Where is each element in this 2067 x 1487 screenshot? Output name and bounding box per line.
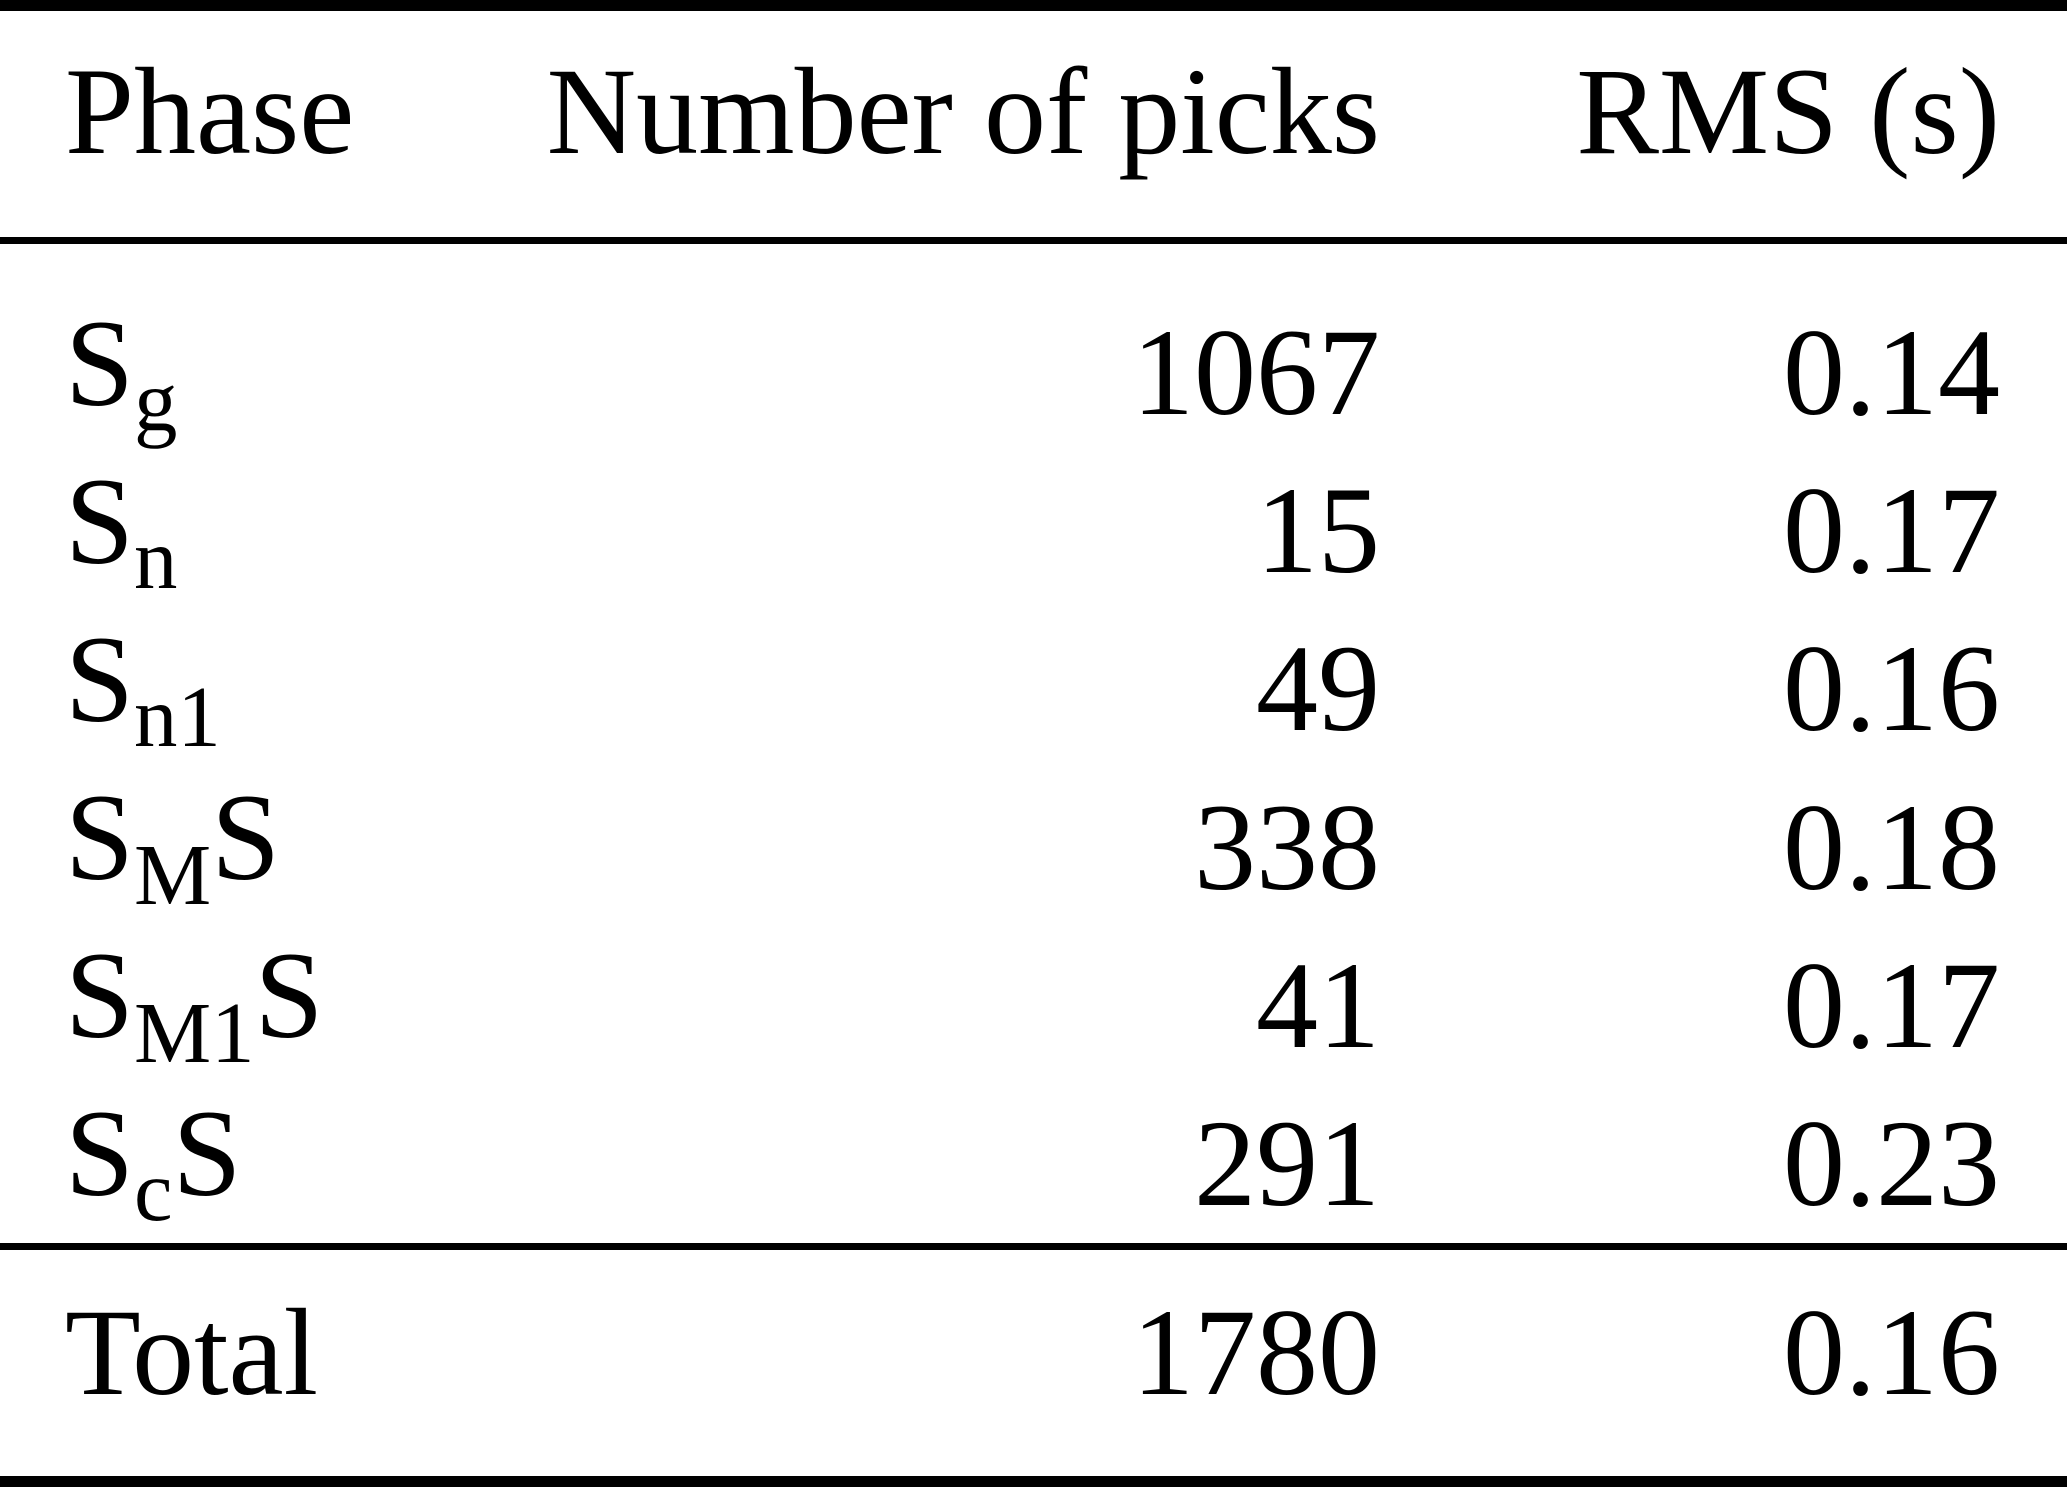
column-header-phase: Phase — [65, 43, 355, 180]
column-header-rms: RMS (s) — [1576, 43, 2000, 180]
phase-tail: S — [211, 769, 281, 907]
picks-cell: 49 — [1256, 620, 1380, 758]
picks-cell: 291 — [1194, 1094, 1380, 1232]
phase-cell: Sn1 — [0, 617, 460, 761]
phase-subscript: n1 — [133, 669, 221, 766]
table-row-sm1s: SM1S 41 0.17 — [0, 927, 2067, 1085]
total-label-cell: Total — [65, 1284, 319, 1421]
table-row-scs: ScS 291 0.23 — [0, 1085, 2067, 1243]
phase-subscript: n — [133, 510, 178, 607]
table-header-rule — [0, 237, 2067, 244]
rms-cell: 0.17 — [1783, 936, 2000, 1074]
rms-cell: 0.18 — [1783, 778, 2000, 916]
rms-cell: 0.16 — [1783, 620, 2000, 758]
table-row-sg: Sg 1067 0.14 — [0, 294, 2067, 452]
table-total-rule — [0, 1243, 2067, 1250]
phase-cell: Sg — [0, 301, 460, 445]
phase-subscript: M1 — [133, 985, 255, 1082]
phase-main: S — [65, 927, 134, 1065]
column-header-number-of-picks: Number of picks — [546, 43, 1380, 180]
phase-cell: Sn — [0, 459, 460, 603]
phase-tail: S — [254, 927, 324, 1065]
table-bottom-rule — [0, 1476, 2067, 1487]
picks-cell: 41 — [1256, 936, 1380, 1074]
phase-cell: SM1S — [0, 934, 460, 1077]
table-row-sn: Sn 15 0.17 — [0, 452, 2067, 610]
table-row-sms: SMS 338 0.18 — [0, 769, 2067, 927]
table-header-row: Phase Number of picks RMS (s) — [0, 11, 2067, 237]
table-top-rule — [0, 0, 2067, 11]
total-picks-cell: 1780 — [1132, 1284, 1380, 1421]
phase-cell: ScS — [0, 1092, 460, 1235]
rms-cell: 0.17 — [1783, 462, 2000, 600]
picks-cell: 338 — [1194, 778, 1380, 916]
picks-cell: 15 — [1256, 462, 1380, 600]
phase-tail: S — [172, 1085, 242, 1223]
picks-cell: 1067 — [1132, 304, 1380, 442]
phase-main: S — [65, 769, 134, 907]
table-row-sn1: Sn1 49 0.16 — [0, 610, 2067, 768]
phase-main: S — [65, 452, 134, 590]
phase-subscript: g — [133, 352, 178, 449]
phase-subscript: c — [133, 1143, 173, 1240]
phase-cell: SMS — [0, 776, 460, 919]
table-total-row: Total 1780 0.16 — [0, 1250, 2067, 1476]
phase-subscript: M — [133, 827, 212, 924]
rms-cell: 0.23 — [1783, 1094, 2000, 1232]
phase-main: S — [65, 610, 134, 748]
phase-main: S — [65, 1085, 134, 1223]
table-body: Sg 1067 0.14 Sn 15 0.17 Sn1 49 0.16 SMS … — [0, 244, 2067, 1243]
phase-main: S — [65, 294, 134, 432]
rms-cell: 0.14 — [1783, 304, 2000, 442]
total-rms-cell: 0.16 — [1783, 1284, 2000, 1421]
